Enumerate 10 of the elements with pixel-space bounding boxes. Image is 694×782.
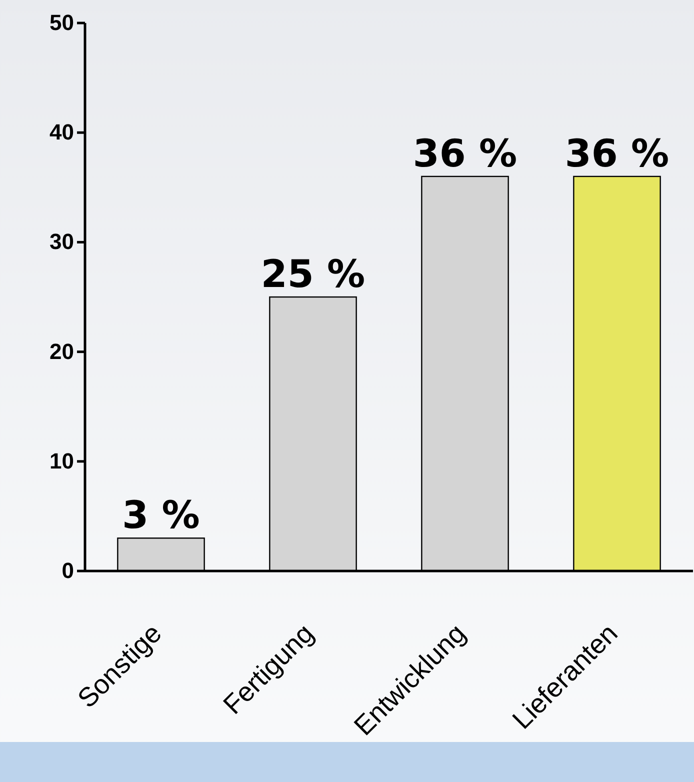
- y-tick-label: 10: [50, 448, 74, 474]
- data-label: 25 %: [260, 252, 366, 296]
- y-tick-label: 20: [50, 338, 74, 364]
- y-tick-label: 0: [62, 558, 74, 584]
- y-tick-label: 50: [50, 10, 74, 36]
- data-label: 36 %: [412, 131, 518, 176]
- y-tick-label: 40: [50, 120, 74, 145]
- y-tick-label: 30: [50, 229, 74, 254]
- data-label: 3 %: [122, 493, 200, 538]
- data-label: 36 %: [564, 131, 670, 176]
